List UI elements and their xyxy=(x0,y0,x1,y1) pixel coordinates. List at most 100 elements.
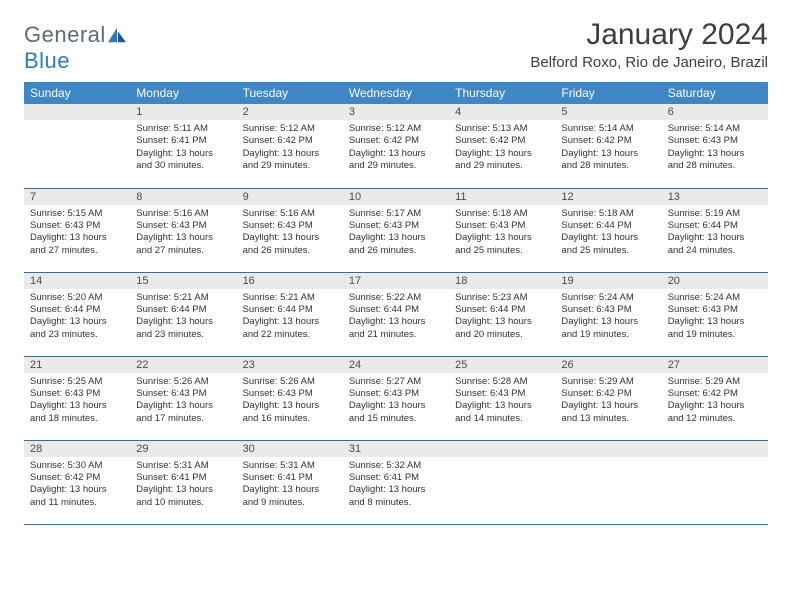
day-number: 6 xyxy=(662,104,768,120)
sunset-value: 6:44 PM xyxy=(65,304,100,315)
calendar-cell: 23Sunrise: 5:26 AMSunset: 6:43 PMDayligh… xyxy=(237,356,343,440)
calendar-cell-empty xyxy=(555,440,661,524)
sunrise-label: Sunrise: xyxy=(243,292,281,303)
sunrise-label: Sunrise: xyxy=(668,123,706,134)
sunset-value: 6:42 PM xyxy=(490,135,525,146)
sunrise-value: 5:16 AM xyxy=(174,208,209,219)
sunrise-value: 5:28 AM xyxy=(493,376,528,387)
weekday-header: Tuesday xyxy=(237,82,343,104)
sunset-line: Sunset: 6:43 PM xyxy=(455,220,549,232)
sunset-label: Sunset: xyxy=(349,472,384,483)
sunset-label: Sunset: xyxy=(30,220,65,231)
sunset-line: Sunset: 6:41 PM xyxy=(136,135,230,147)
daylight-label: Daylight: xyxy=(349,148,389,159)
sunrise-label: Sunrise: xyxy=(455,208,493,219)
header: General Blue January 2024 Belford Roxo, … xyxy=(24,18,768,74)
day-details: Sunrise: 5:16 AMSunset: 6:43 PMDaylight:… xyxy=(237,205,343,261)
calendar-cell: 16Sunrise: 5:21 AMSunset: 6:44 PMDayligh… xyxy=(237,272,343,356)
day-details: Sunrise: 5:18 AMSunset: 6:43 PMDaylight:… xyxy=(449,205,555,261)
sunrise-line: Sunrise: 5:31 AM xyxy=(136,460,230,472)
day-number: 13 xyxy=(662,189,768,205)
daylight-label: Daylight: xyxy=(30,484,70,495)
daylight-line: Daylight: 13 hours and 28 minutes. xyxy=(668,148,762,173)
day-number: 26 xyxy=(555,357,661,373)
location-subtitle: Belford Roxo, Rio de Janeiro, Brazil xyxy=(530,54,768,71)
sunrise-line: Sunrise: 5:16 AM xyxy=(243,208,337,220)
sunset-line: Sunset: 6:43 PM xyxy=(30,220,124,232)
day-number: 5 xyxy=(555,104,661,120)
sunset-value: 6:43 PM xyxy=(703,135,738,146)
daylight-label: Daylight: xyxy=(349,400,389,411)
sunrise-line: Sunrise: 5:22 AM xyxy=(349,292,443,304)
sunrise-value: 5:30 AM xyxy=(68,460,103,471)
sunrise-label: Sunrise: xyxy=(455,292,493,303)
day-number: 9 xyxy=(237,189,343,205)
calendar-cell: 13Sunrise: 5:19 AMSunset: 6:44 PMDayligh… xyxy=(662,188,768,272)
day-details: Sunrise: 5:23 AMSunset: 6:44 PMDaylight:… xyxy=(449,289,555,345)
sunrise-value: 5:15 AM xyxy=(68,208,103,219)
sunrise-value: 5:29 AM xyxy=(705,376,740,387)
sunset-label: Sunset: xyxy=(243,472,278,483)
day-details: Sunrise: 5:13 AMSunset: 6:42 PMDaylight:… xyxy=(449,120,555,176)
daylight-line: Daylight: 13 hours and 17 minutes. xyxy=(136,400,230,425)
sunset-label: Sunset: xyxy=(455,135,490,146)
sunrise-line: Sunrise: 5:18 AM xyxy=(455,208,549,220)
sunrise-label: Sunrise: xyxy=(136,460,174,471)
sunset-line: Sunset: 6:43 PM xyxy=(136,220,230,232)
daylight-label: Daylight: xyxy=(561,232,601,243)
sunset-value: 6:43 PM xyxy=(703,304,738,315)
calendar-week-row: 7Sunrise: 5:15 AMSunset: 6:43 PMDaylight… xyxy=(24,188,768,272)
calendar-table: SundayMondayTuesdayWednesdayThursdayFrid… xyxy=(24,82,768,525)
calendar-cell: 17Sunrise: 5:22 AMSunset: 6:44 PMDayligh… xyxy=(343,272,449,356)
daylight-line: Daylight: 13 hours and 10 minutes. xyxy=(136,484,230,509)
sunrise-label: Sunrise: xyxy=(455,123,493,134)
sunset-line: Sunset: 6:41 PM xyxy=(243,472,337,484)
sunrise-line: Sunrise: 5:18 AM xyxy=(561,208,655,220)
sunrise-label: Sunrise: xyxy=(668,292,706,303)
sunrise-label: Sunrise: xyxy=(30,292,68,303)
weekday-header: Saturday xyxy=(662,82,768,104)
sunrise-value: 5:20 AM xyxy=(68,292,103,303)
sunset-line: Sunset: 6:43 PM xyxy=(349,220,443,232)
sunrise-label: Sunrise: xyxy=(243,123,281,134)
sunrise-value: 5:18 AM xyxy=(599,208,634,219)
day-details: Sunrise: 5:30 AMSunset: 6:42 PMDaylight:… xyxy=(24,457,130,513)
sunrise-label: Sunrise: xyxy=(136,376,174,387)
sunrise-line: Sunrise: 5:26 AM xyxy=(243,376,337,388)
sunset-label: Sunset: xyxy=(561,388,596,399)
day-details: Sunrise: 5:14 AMSunset: 6:42 PMDaylight:… xyxy=(555,120,661,176)
weekday-header: Monday xyxy=(130,82,236,104)
daylight-line: Daylight: 13 hours and 25 minutes. xyxy=(561,232,655,257)
daylight-line: Daylight: 13 hours and 21 minutes. xyxy=(349,316,443,341)
sunrise-line: Sunrise: 5:32 AM xyxy=(349,460,443,472)
day-details: Sunrise: 5:16 AMSunset: 6:43 PMDaylight:… xyxy=(130,205,236,261)
sunrise-label: Sunrise: xyxy=(349,123,387,134)
daylight-line: Daylight: 13 hours and 24 minutes. xyxy=(668,232,762,257)
daylight-label: Daylight: xyxy=(668,316,708,327)
day-details: Sunrise: 5:27 AMSunset: 6:43 PMDaylight:… xyxy=(343,373,449,429)
sunset-value: 6:42 PM xyxy=(596,135,631,146)
sunrise-line: Sunrise: 5:21 AM xyxy=(136,292,230,304)
day-number: 7 xyxy=(24,189,130,205)
calendar-cell: 9Sunrise: 5:16 AMSunset: 6:43 PMDaylight… xyxy=(237,188,343,272)
sunset-label: Sunset: xyxy=(561,304,596,315)
day-details: Sunrise: 5:26 AMSunset: 6:43 PMDaylight:… xyxy=(130,373,236,429)
daylight-line: Daylight: 13 hours and 26 minutes. xyxy=(349,232,443,257)
sunset-line: Sunset: 6:44 PM xyxy=(668,220,762,232)
sunrise-label: Sunrise: xyxy=(561,376,599,387)
sunrise-label: Sunrise: xyxy=(455,376,493,387)
day-number: 18 xyxy=(449,273,555,289)
sunset-value: 6:43 PM xyxy=(277,388,312,399)
sunset-label: Sunset: xyxy=(243,220,278,231)
sunset-line: Sunset: 6:43 PM xyxy=(243,388,337,400)
day-number: 4 xyxy=(449,104,555,120)
day-number: 2 xyxy=(237,104,343,120)
daylight-line: Daylight: 13 hours and 29 minutes. xyxy=(455,148,549,173)
sunrise-line: Sunrise: 5:11 AM xyxy=(136,123,230,135)
brand-word-1: General xyxy=(24,22,106,47)
sunset-label: Sunset: xyxy=(243,304,278,315)
calendar-cell-empty xyxy=(24,104,130,188)
day-number: 30 xyxy=(237,441,343,457)
calendar-cell-empty xyxy=(449,440,555,524)
brand-word-2: Blue xyxy=(24,48,70,73)
